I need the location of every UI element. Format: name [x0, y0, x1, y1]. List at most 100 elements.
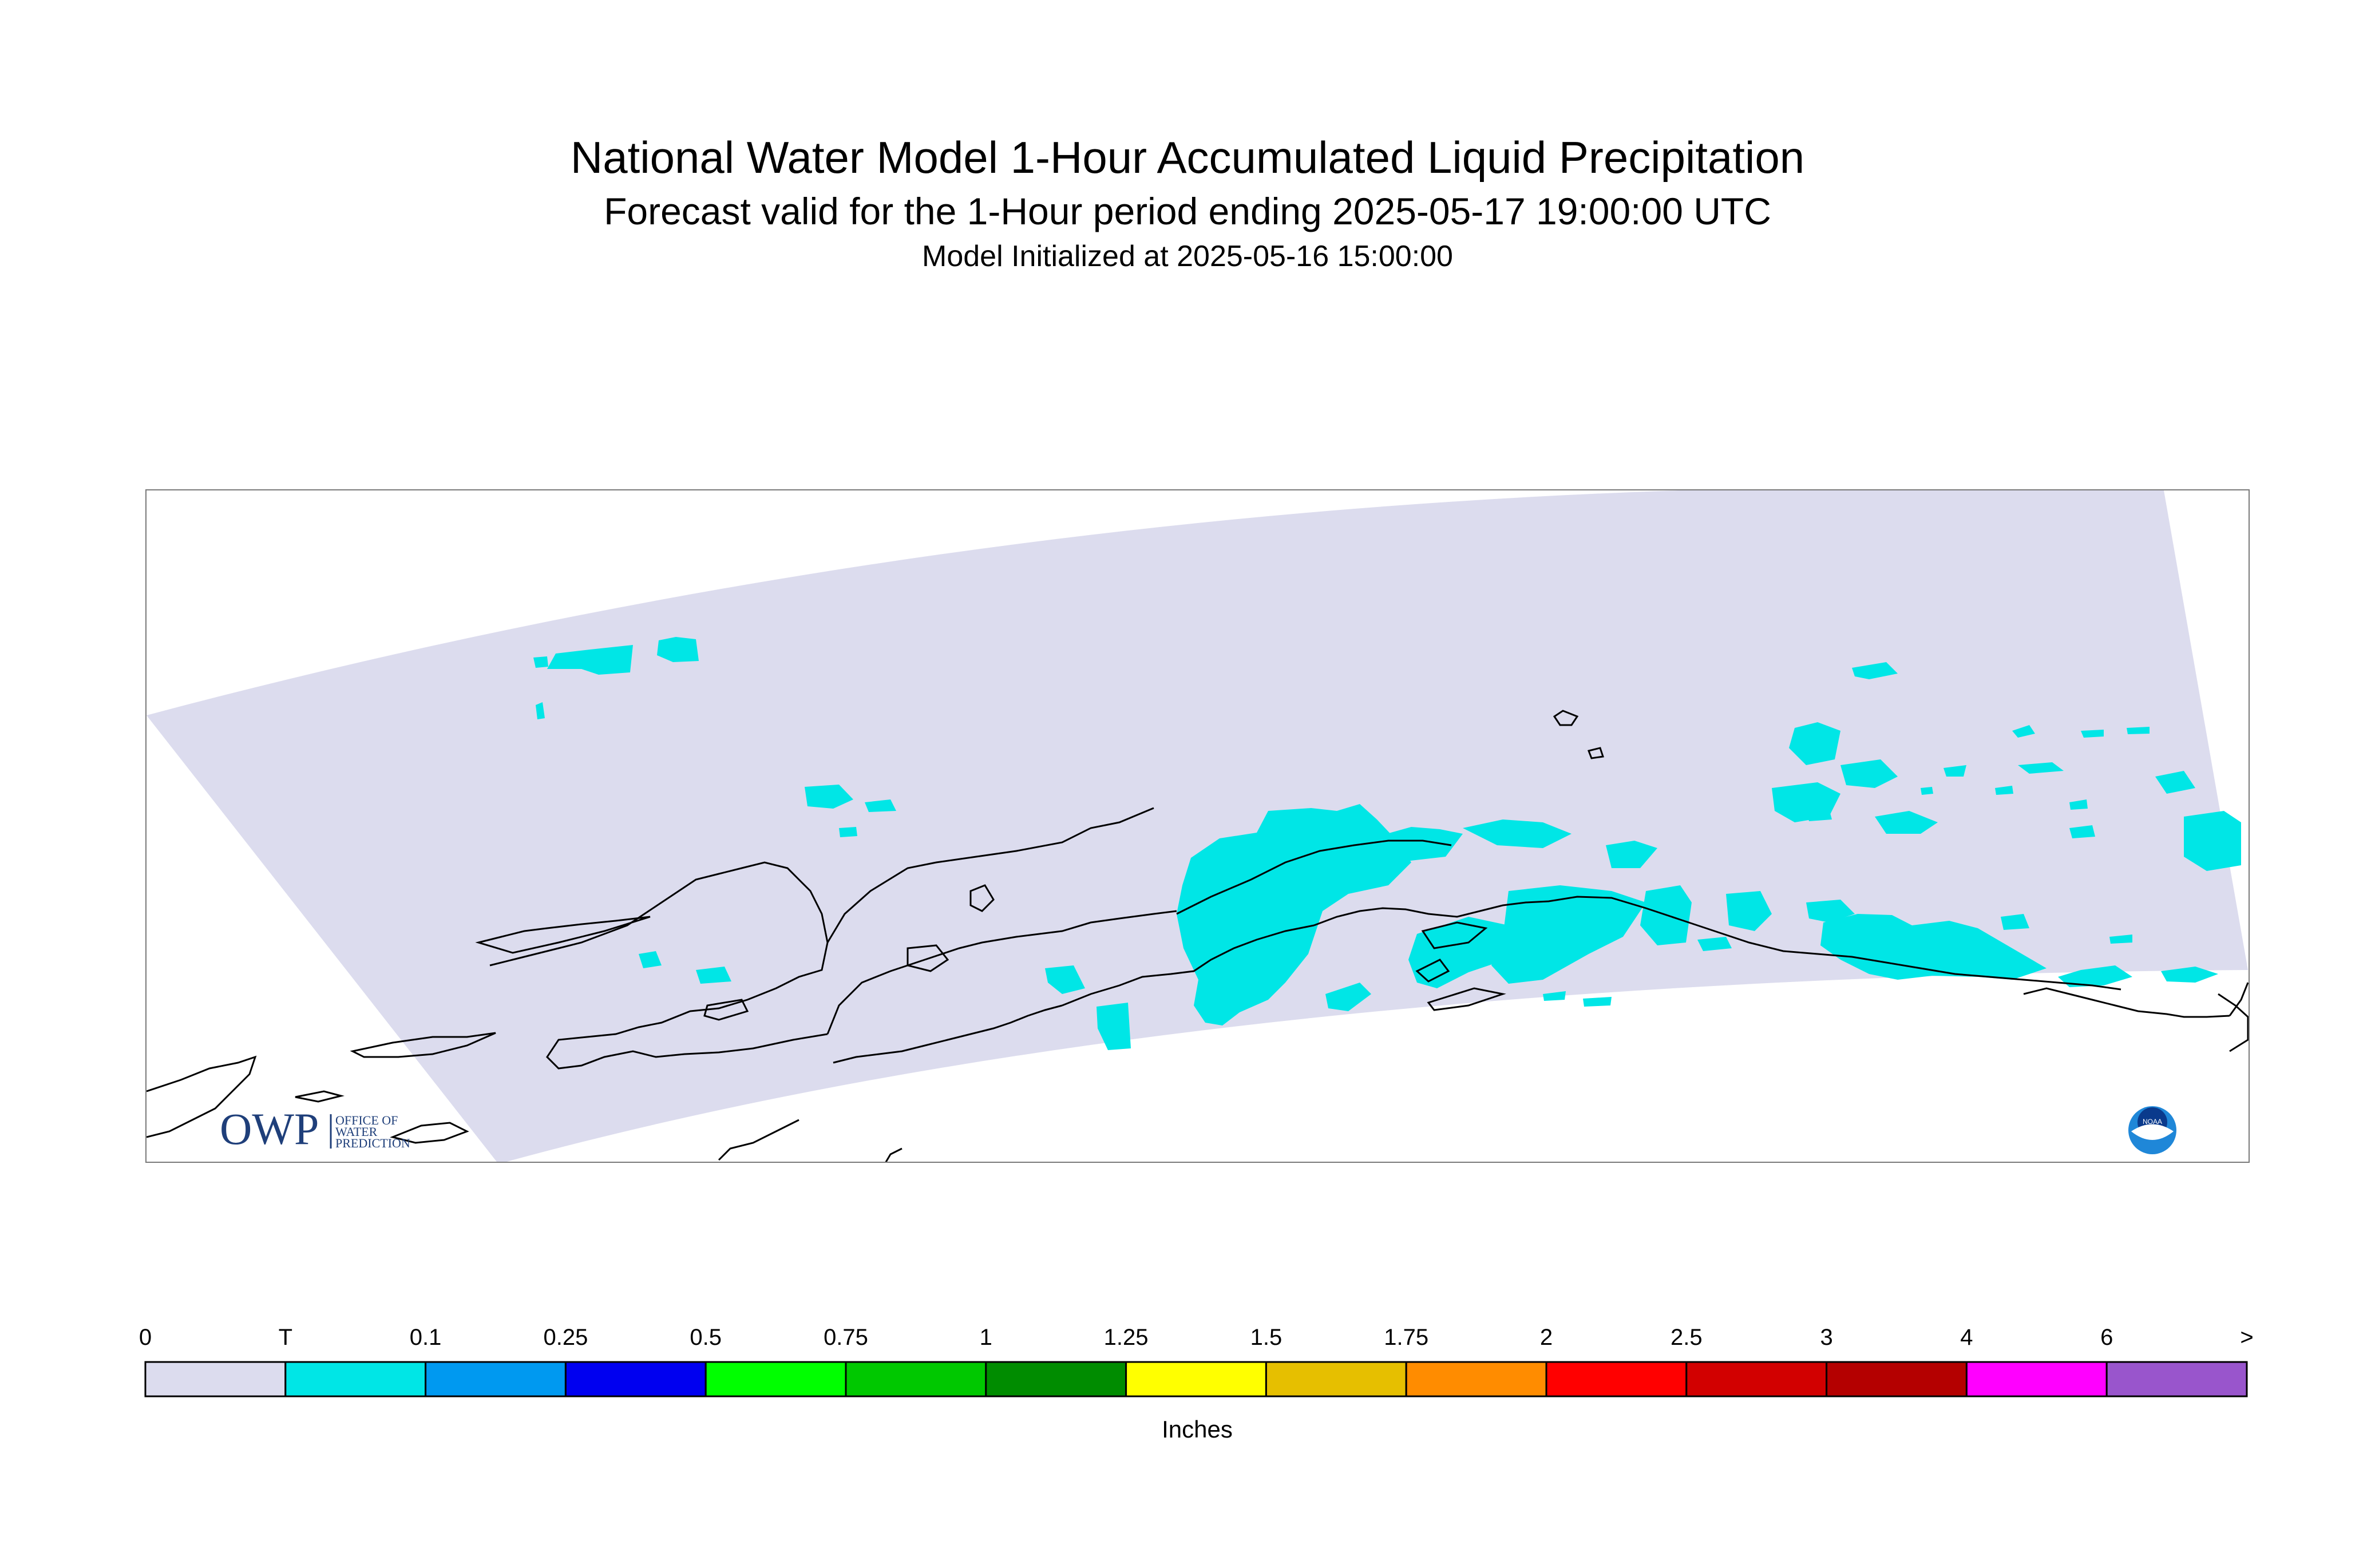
precip-area: [2184, 811, 2241, 871]
owp-logo: OWP OFFICE OF WATER PREDICTION: [220, 1104, 410, 1154]
coastline: [718, 1119, 799, 1161]
noaa-logo: NOAA: [2128, 1106, 2176, 1154]
noaa-logo-text: NOAA: [2143, 1118, 2162, 1126]
coastline: [546, 807, 1154, 1070]
coastline: [489, 861, 829, 967]
colorbar-tick-label: 1.75: [1384, 1325, 1428, 1350]
owp-logo-word: PREDICTION: [335, 1136, 410, 1150]
forecast-valid-subtitle: Forecast valid for the 1-Hour period end…: [604, 190, 1771, 232]
coastline: [885, 1147, 902, 1162]
precip-area: [1606, 841, 1657, 868]
coastline: [1427, 987, 1506, 1011]
coastline: [1062, 924, 1315, 1007]
precip-area: [547, 645, 633, 675]
colorbar-tick-label: >: [2240, 1325, 2253, 1350]
precip-area: [1177, 804, 1411, 1025]
precip-area: [1383, 827, 1463, 861]
main-title: National Water Model 1-Hour Accumulated …: [570, 132, 1805, 183]
precip-area: [533, 656, 548, 668]
colorbar-bin: [144, 1361, 287, 1397]
precip-trace-areas: [533, 637, 2241, 1050]
precip-area: [1875, 811, 1938, 834]
precip-area: [1852, 662, 1898, 679]
precip-area: [1045, 965, 1085, 994]
coastline: [350, 1032, 496, 1058]
precip-area: [2155, 771, 2195, 794]
colorbar-tick-label: 2: [1540, 1325, 1553, 1350]
precip-area: [1806, 809, 1832, 821]
coastline: [1176, 840, 1452, 915]
precip-area: [1840, 759, 1898, 788]
precip-area: [1789, 722, 1840, 765]
precip-area: [1806, 900, 1855, 922]
precip-area: [1408, 917, 1526, 988]
coastline: [295, 1090, 345, 1103]
coastline: [147, 1055, 257, 1138]
precip-area: [2109, 935, 2132, 944]
coastline: [907, 944, 949, 972]
precip-area: [657, 637, 699, 662]
coastline: [475, 916, 651, 954]
coastline: [1415, 959, 1450, 983]
precip-area: [1543, 991, 1566, 1001]
precipitation-map: OWP OFFICE OF WATER PREDICTION NOAA: [147, 490, 2249, 1162]
precip-area: [839, 827, 857, 837]
colorbar-tick-labels: 0 T 0.1 0.25 0.5 0.75 1 1.25 1.5 1.75 2 2.5 3 4 6 >: [139, 1325, 2254, 1350]
colorbar-tick-label: 1.25: [1104, 1325, 1149, 1350]
precip-area: [2069, 825, 2095, 838]
precip-area: [2081, 730, 2104, 738]
colorbar-tick-label: 4: [1960, 1325, 1973, 1350]
precip-area: [2069, 799, 2088, 810]
colorbar-bin: [1405, 1361, 1547, 1397]
precip-area: [2012, 725, 2035, 738]
coastline: [2023, 987, 2230, 1018]
colorbar-tick-label: 1.5: [1250, 1325, 1282, 1350]
precip-area: [1995, 786, 2013, 795]
coastline: [2228, 982, 2249, 1016]
precip-area: [1583, 997, 1612, 1007]
colorbar-tick-label: 0.1: [410, 1325, 442, 1350]
colorbar-bin: [2105, 1361, 2248, 1397]
precip-area: [1943, 765, 1966, 777]
title-block: National Water Model 1-Hour Accumulated …: [0, 129, 2375, 276]
colorbar-tick-label: 0.25: [543, 1325, 588, 1350]
coastline: [1587, 747, 1604, 759]
colorbar-bin: [704, 1361, 847, 1397]
colorbar-bin: [985, 1361, 1127, 1397]
colorbar-tick-label: 6: [2100, 1325, 2113, 1350]
owp-logo-word: WATER: [335, 1124, 378, 1139]
colorbar-bin: [1685, 1361, 1828, 1397]
coastline: [390, 1122, 469, 1144]
colorbar-tick-label: 3: [1820, 1325, 1832, 1350]
precip-area: [1820, 914, 2047, 980]
precip-area: [1491, 885, 1646, 984]
precip-area: [2001, 914, 2029, 930]
precip-area: [1726, 891, 1772, 931]
colorbar-tick-label: 2.5: [1671, 1325, 1703, 1350]
coastlines: [147, 710, 2249, 1162]
precip-area: [2127, 727, 2150, 734]
model-domain-area: [147, 490, 2248, 1162]
owp-logo-mark: OWP: [220, 1104, 319, 1154]
colorbar-bin: [564, 1361, 707, 1397]
colorbar-tick-label: 1: [980, 1325, 992, 1350]
coastline: [1421, 921, 1488, 949]
colorbar-tick-label: 0.5: [690, 1325, 722, 1350]
precip-area: [2018, 762, 2064, 774]
precip-area: [1697, 937, 1732, 951]
precip-area: [1921, 787, 1933, 795]
precip-area: [2058, 965, 2132, 987]
colorbar-bin: [1826, 1361, 1968, 1397]
coastline: [2218, 993, 2249, 1052]
coastline: [833, 1004, 1063, 1064]
colorbar-bin: [284, 1361, 427, 1397]
owp-logo-word: OFFICE OF: [335, 1113, 398, 1127]
precip-area: [1325, 983, 1371, 1011]
coastline: [703, 999, 749, 1021]
coastline: [969, 884, 995, 912]
precip-area: [696, 967, 731, 984]
map-panel: OWP OFFICE OF WATER PREDICTION NOAA: [145, 489, 2250, 1163]
coastline: [1313, 896, 2121, 991]
precip-area: [805, 785, 853, 809]
colorbar-bin: [1265, 1361, 1407, 1397]
